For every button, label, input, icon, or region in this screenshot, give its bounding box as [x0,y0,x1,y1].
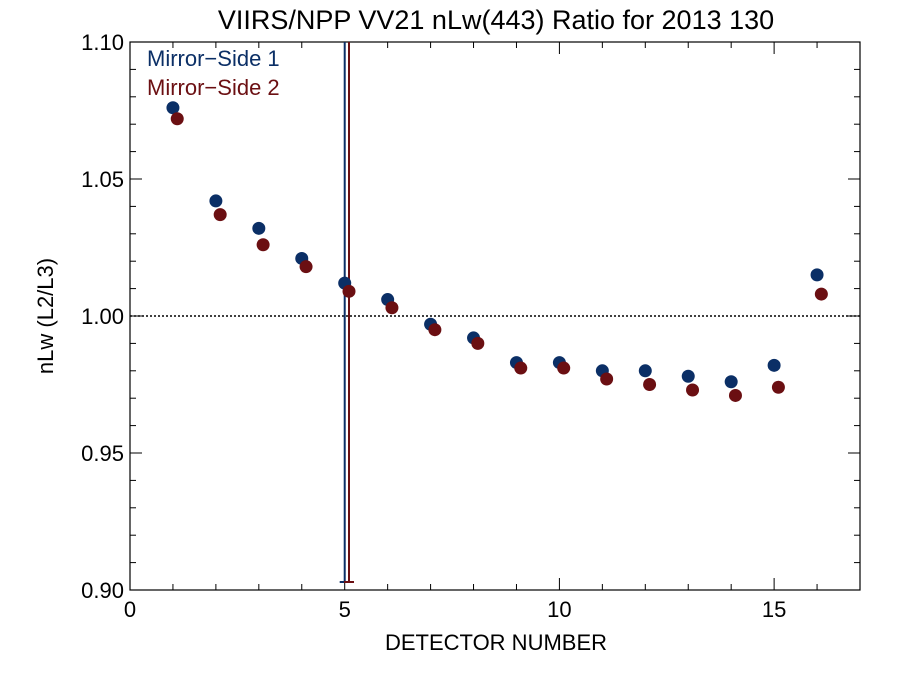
series-1-point-14 [724,375,738,389]
series-2-point-15 [771,380,785,394]
series-1-point-16 [810,268,824,282]
x-tick-label-0: 0 [124,597,136,622]
y-tick-label-4: 1.10 [81,30,124,55]
series-2-point-6 [385,301,399,315]
x-axis-label: DETECTOR NUMBER [385,630,607,655]
series-1-point-3 [252,221,266,235]
axis-tick-labels: 0 5 10 15 0.90 0.95 1.00 1.05 1.10 [81,30,786,622]
series-1-point-12 [638,364,652,378]
series-2-point-2 [213,208,227,222]
x-tick-label-5: 5 [339,597,351,622]
series-1-point-1 [166,101,180,115]
data-points [166,101,828,402]
series-2-point-10 [557,361,571,375]
y-axis-label: nLw (L2/L3) [33,258,58,374]
series-2-point-13 [686,383,700,397]
series-2-point-1 [170,112,184,126]
x-tick-label-10: 10 [547,597,571,622]
y-tick-label-0: 0.90 [81,578,124,603]
series-1-point-13 [681,369,695,383]
legend: Mirror−Side 1 Mirror−Side 2 [147,46,280,100]
series-2-point-5 [342,284,356,298]
mirror-side-vertical-lines [339,42,354,583]
series-1-point-2 [209,194,223,208]
series-2-point-7 [428,323,442,337]
series-1-point-15 [767,358,781,372]
series-2-point-12 [643,378,657,391]
y-tick-label-1: 0.95 [81,441,124,466]
x-tick-label-15: 15 [762,597,786,622]
legend-item-mirror-side-2: Mirror−Side 2 [147,75,280,100]
legend-item-mirror-side-1: Mirror−Side 1 [147,46,280,71]
y-tick-label-2: 1.00 [81,304,124,329]
series-2-point-11 [600,372,614,386]
series-2-point-8 [471,336,485,350]
series-2-point-4 [299,260,313,274]
series-2-point-3 [256,238,270,252]
series-2-point-16 [814,287,828,301]
series-2-point-9 [514,361,528,375]
y-tick-label-3: 1.05 [81,167,124,192]
chart-title: VIIRS/NPP VV21 nLw(443) Ratio for 2013 1… [218,5,774,35]
series-2-point-14 [728,388,742,402]
